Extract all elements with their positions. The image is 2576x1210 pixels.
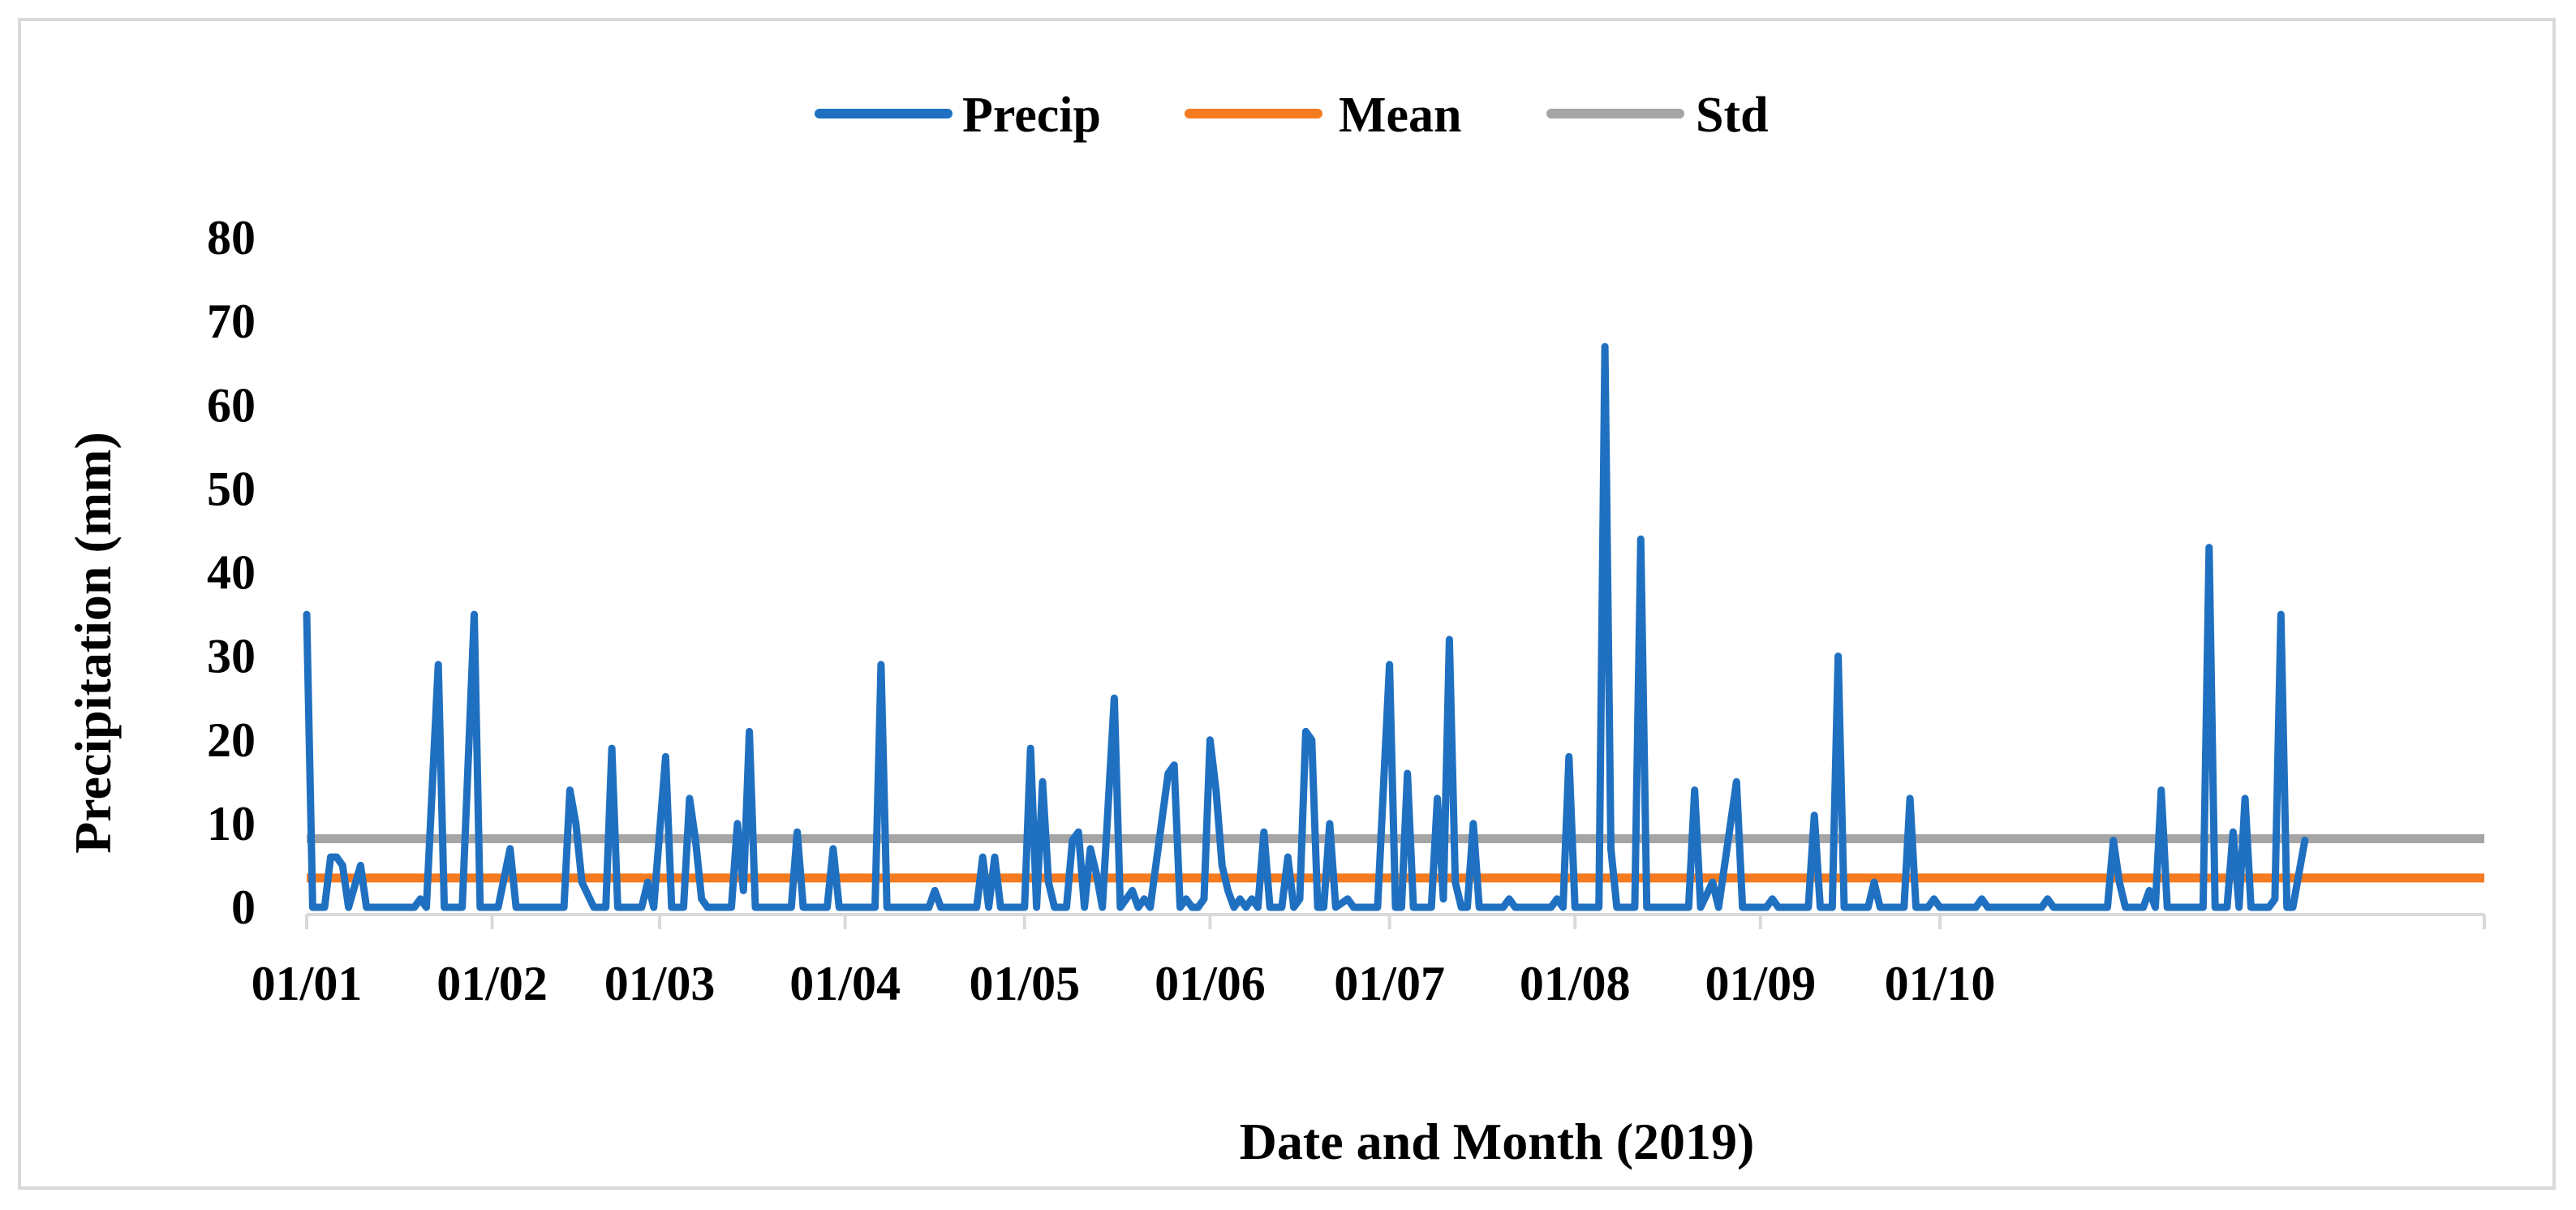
x-tick-label-01-02: 01/02 — [437, 957, 548, 1010]
y-tick-label-10: 10 — [207, 797, 256, 850]
y-axis-ticks: 0 10 20 30 40 50 60 70 80 — [207, 211, 256, 934]
y-tick-label-70: 70 — [207, 295, 256, 348]
x-axis — [307, 913, 2486, 929]
x-tick-label-01-03: 01/03 — [604, 957, 716, 1010]
series-line-precip — [303, 342, 2309, 911]
x-tick-label-01-06: 01/06 — [1155, 957, 1266, 1010]
y-tick-label-20: 20 — [207, 713, 256, 767]
legend-item-std[interactable]: Std — [1546, 88, 1769, 143]
legend-label-mean: Mean — [1339, 88, 1462, 143]
chart-frame — [18, 18, 2556, 1190]
x-axis-ticks: 01/01 01/02 01/03 01/04 01/05 01/06 01/07 01/08… — [252, 915, 1996, 1010]
series-layer — [303, 342, 2484, 911]
y-tick-label-50: 50 — [207, 462, 256, 515]
legend-label-std: Std — [1696, 88, 1769, 143]
x-tick-label-01-09: 01/09 — [1705, 957, 1816, 1010]
x-tick-label-01-07: 01/07 — [1334, 957, 1445, 1010]
legend-item-precip[interactable]: Precip — [815, 88, 1101, 143]
legend-label-precip: Precip — [962, 88, 1101, 143]
x-tick-label-01-01: 01/01 — [252, 957, 363, 1010]
x-tick-label-01-10: 01/10 — [1885, 957, 1996, 1010]
y-tick-label-80: 80 — [207, 211, 256, 265]
y-axis-title: Precipitation (mm) — [64, 432, 122, 854]
y-tick-label-60: 60 — [207, 378, 256, 432]
y-tick-label-40: 40 — [207, 546, 256, 600]
legend: Precip Mean Std — [815, 88, 1769, 143]
x-tick-label-01-04: 01/04 — [789, 957, 901, 1010]
x-tick-label-01-05: 01/05 — [969, 957, 1080, 1010]
y-tick-label-0: 0 — [231, 881, 256, 934]
x-axis-title: Date and Month (2019) — [1240, 1113, 1755, 1170]
legend-item-mean[interactable]: Mean — [1185, 88, 1462, 143]
y-tick-label-30: 30 — [207, 630, 256, 683]
x-tick-label-01-08: 01/08 — [1520, 957, 1631, 1010]
